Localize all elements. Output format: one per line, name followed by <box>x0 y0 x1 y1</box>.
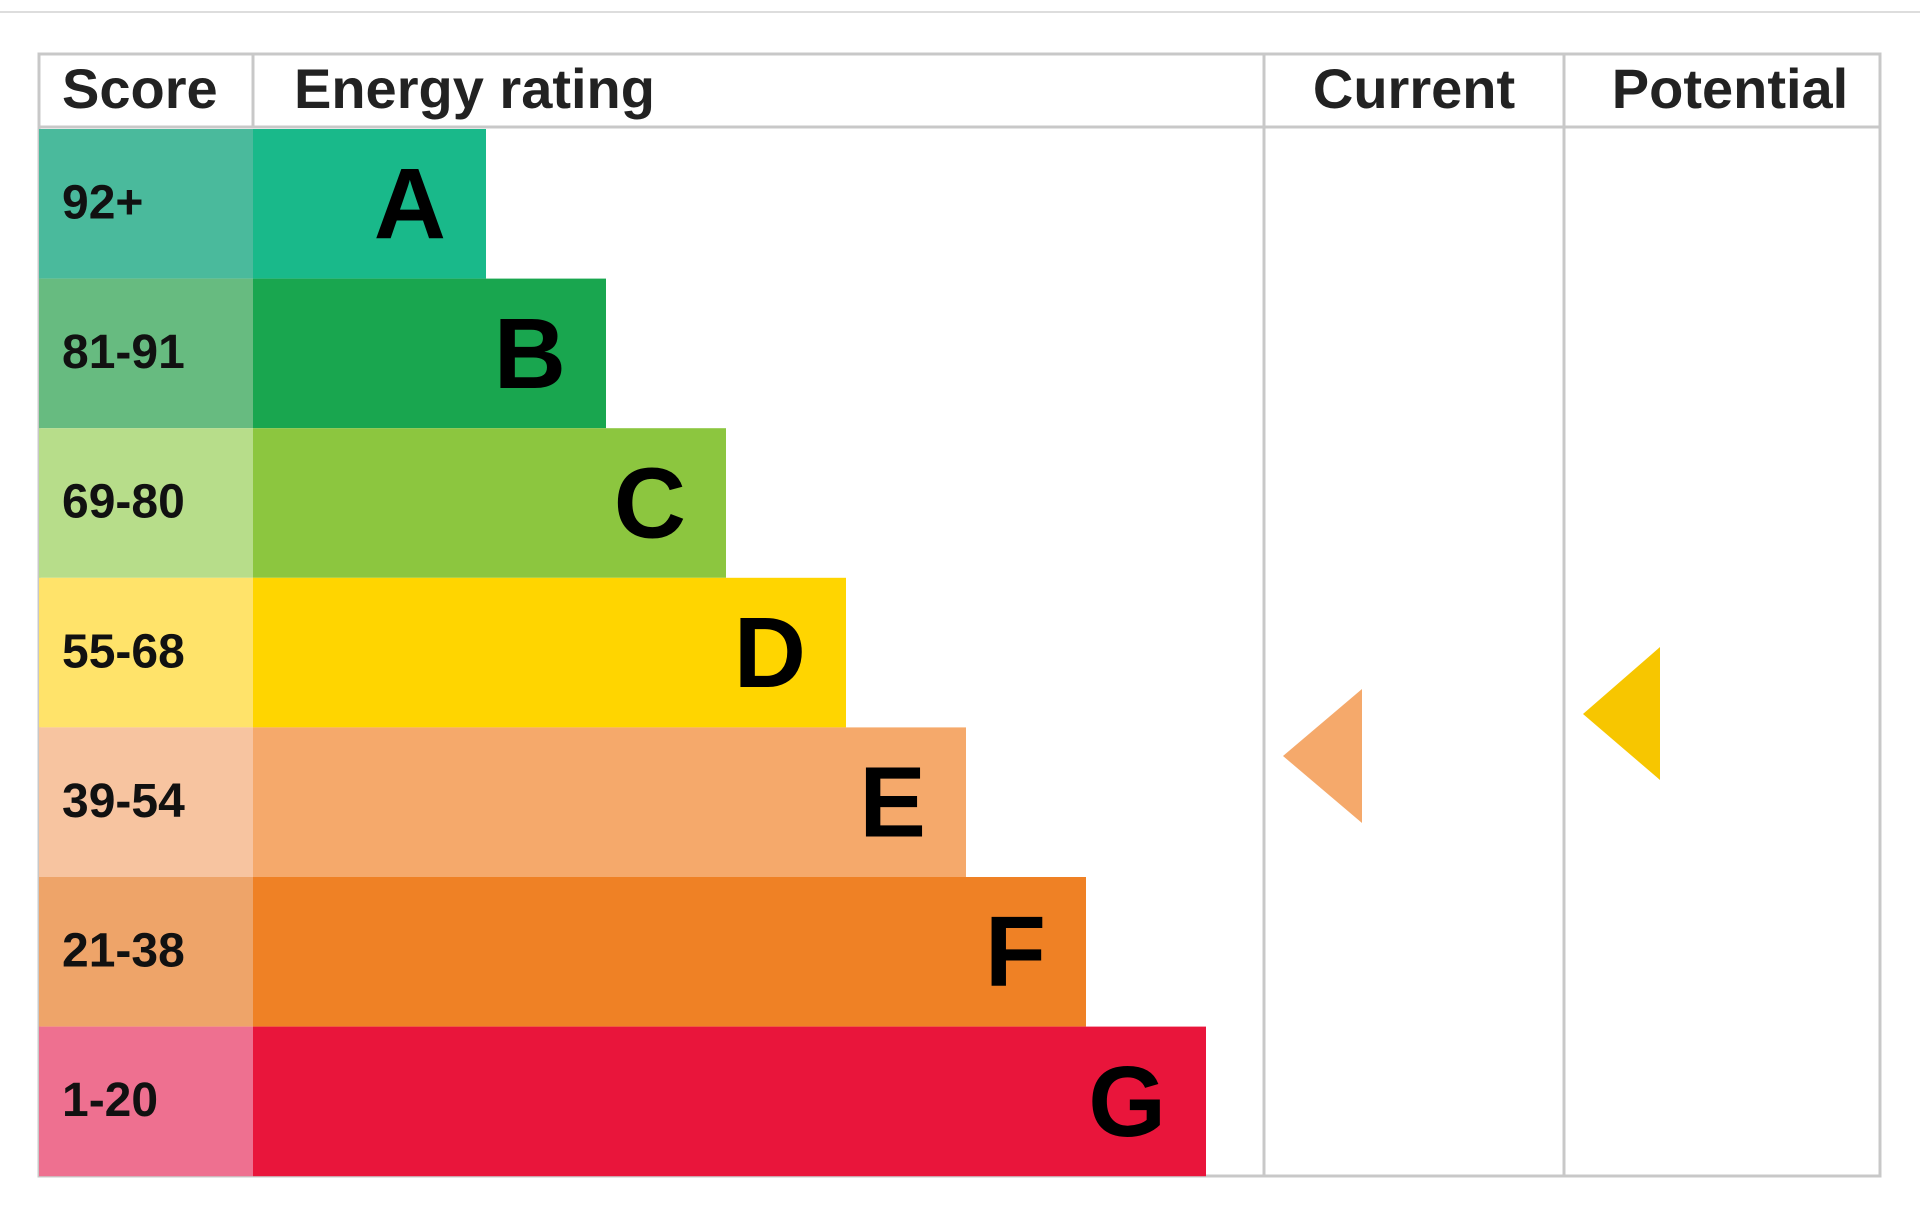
rating-letter: C <box>614 447 686 559</box>
rating-bar <box>253 1026 1206 1177</box>
score-label: 1-20 <box>62 1074 158 1127</box>
score-cell <box>39 577 253 728</box>
score-cell <box>39 727 253 877</box>
header-current: Current <box>1313 57 1515 120</box>
score-label: 92+ <box>62 176 143 229</box>
header-energy-rating: Energy rating <box>294 57 655 120</box>
score-label: 81-91 <box>62 326 185 379</box>
rating-letter: A <box>374 148 446 260</box>
header-score: Score <box>62 57 218 120</box>
score-cell <box>39 428 253 578</box>
rating-letter: F <box>985 896 1046 1008</box>
current-arrow <box>1283 689 1362 823</box>
score-label: 39-54 <box>62 775 185 828</box>
score-label: 55-68 <box>62 625 185 678</box>
rating-letter: B <box>494 298 566 410</box>
score-cell <box>39 1026 253 1177</box>
rating-bar <box>253 577 846 728</box>
rating-bar <box>253 428 726 578</box>
score-cell <box>39 877 253 1027</box>
potential-arrow <box>1583 647 1660 780</box>
rating-letter: D <box>734 597 806 709</box>
rating-bar <box>253 877 1086 1027</box>
rating-bar <box>253 129 486 279</box>
bands: 92+ A 81-91 B 69-80 C 55-68 D 39-54 E 21-38 F 1-20 G <box>39 129 1206 1177</box>
header-potential: Potential <box>1612 57 1848 120</box>
rating-bar <box>253 727 966 877</box>
score-label: 21-38 <box>62 924 185 977</box>
score-label: 69-80 <box>62 476 185 529</box>
rating-letter: E <box>859 747 926 859</box>
rating-letter: G <box>1088 1046 1166 1158</box>
score-cell <box>39 278 253 429</box>
rating-bar <box>253 278 606 429</box>
score-cell <box>39 129 253 279</box>
